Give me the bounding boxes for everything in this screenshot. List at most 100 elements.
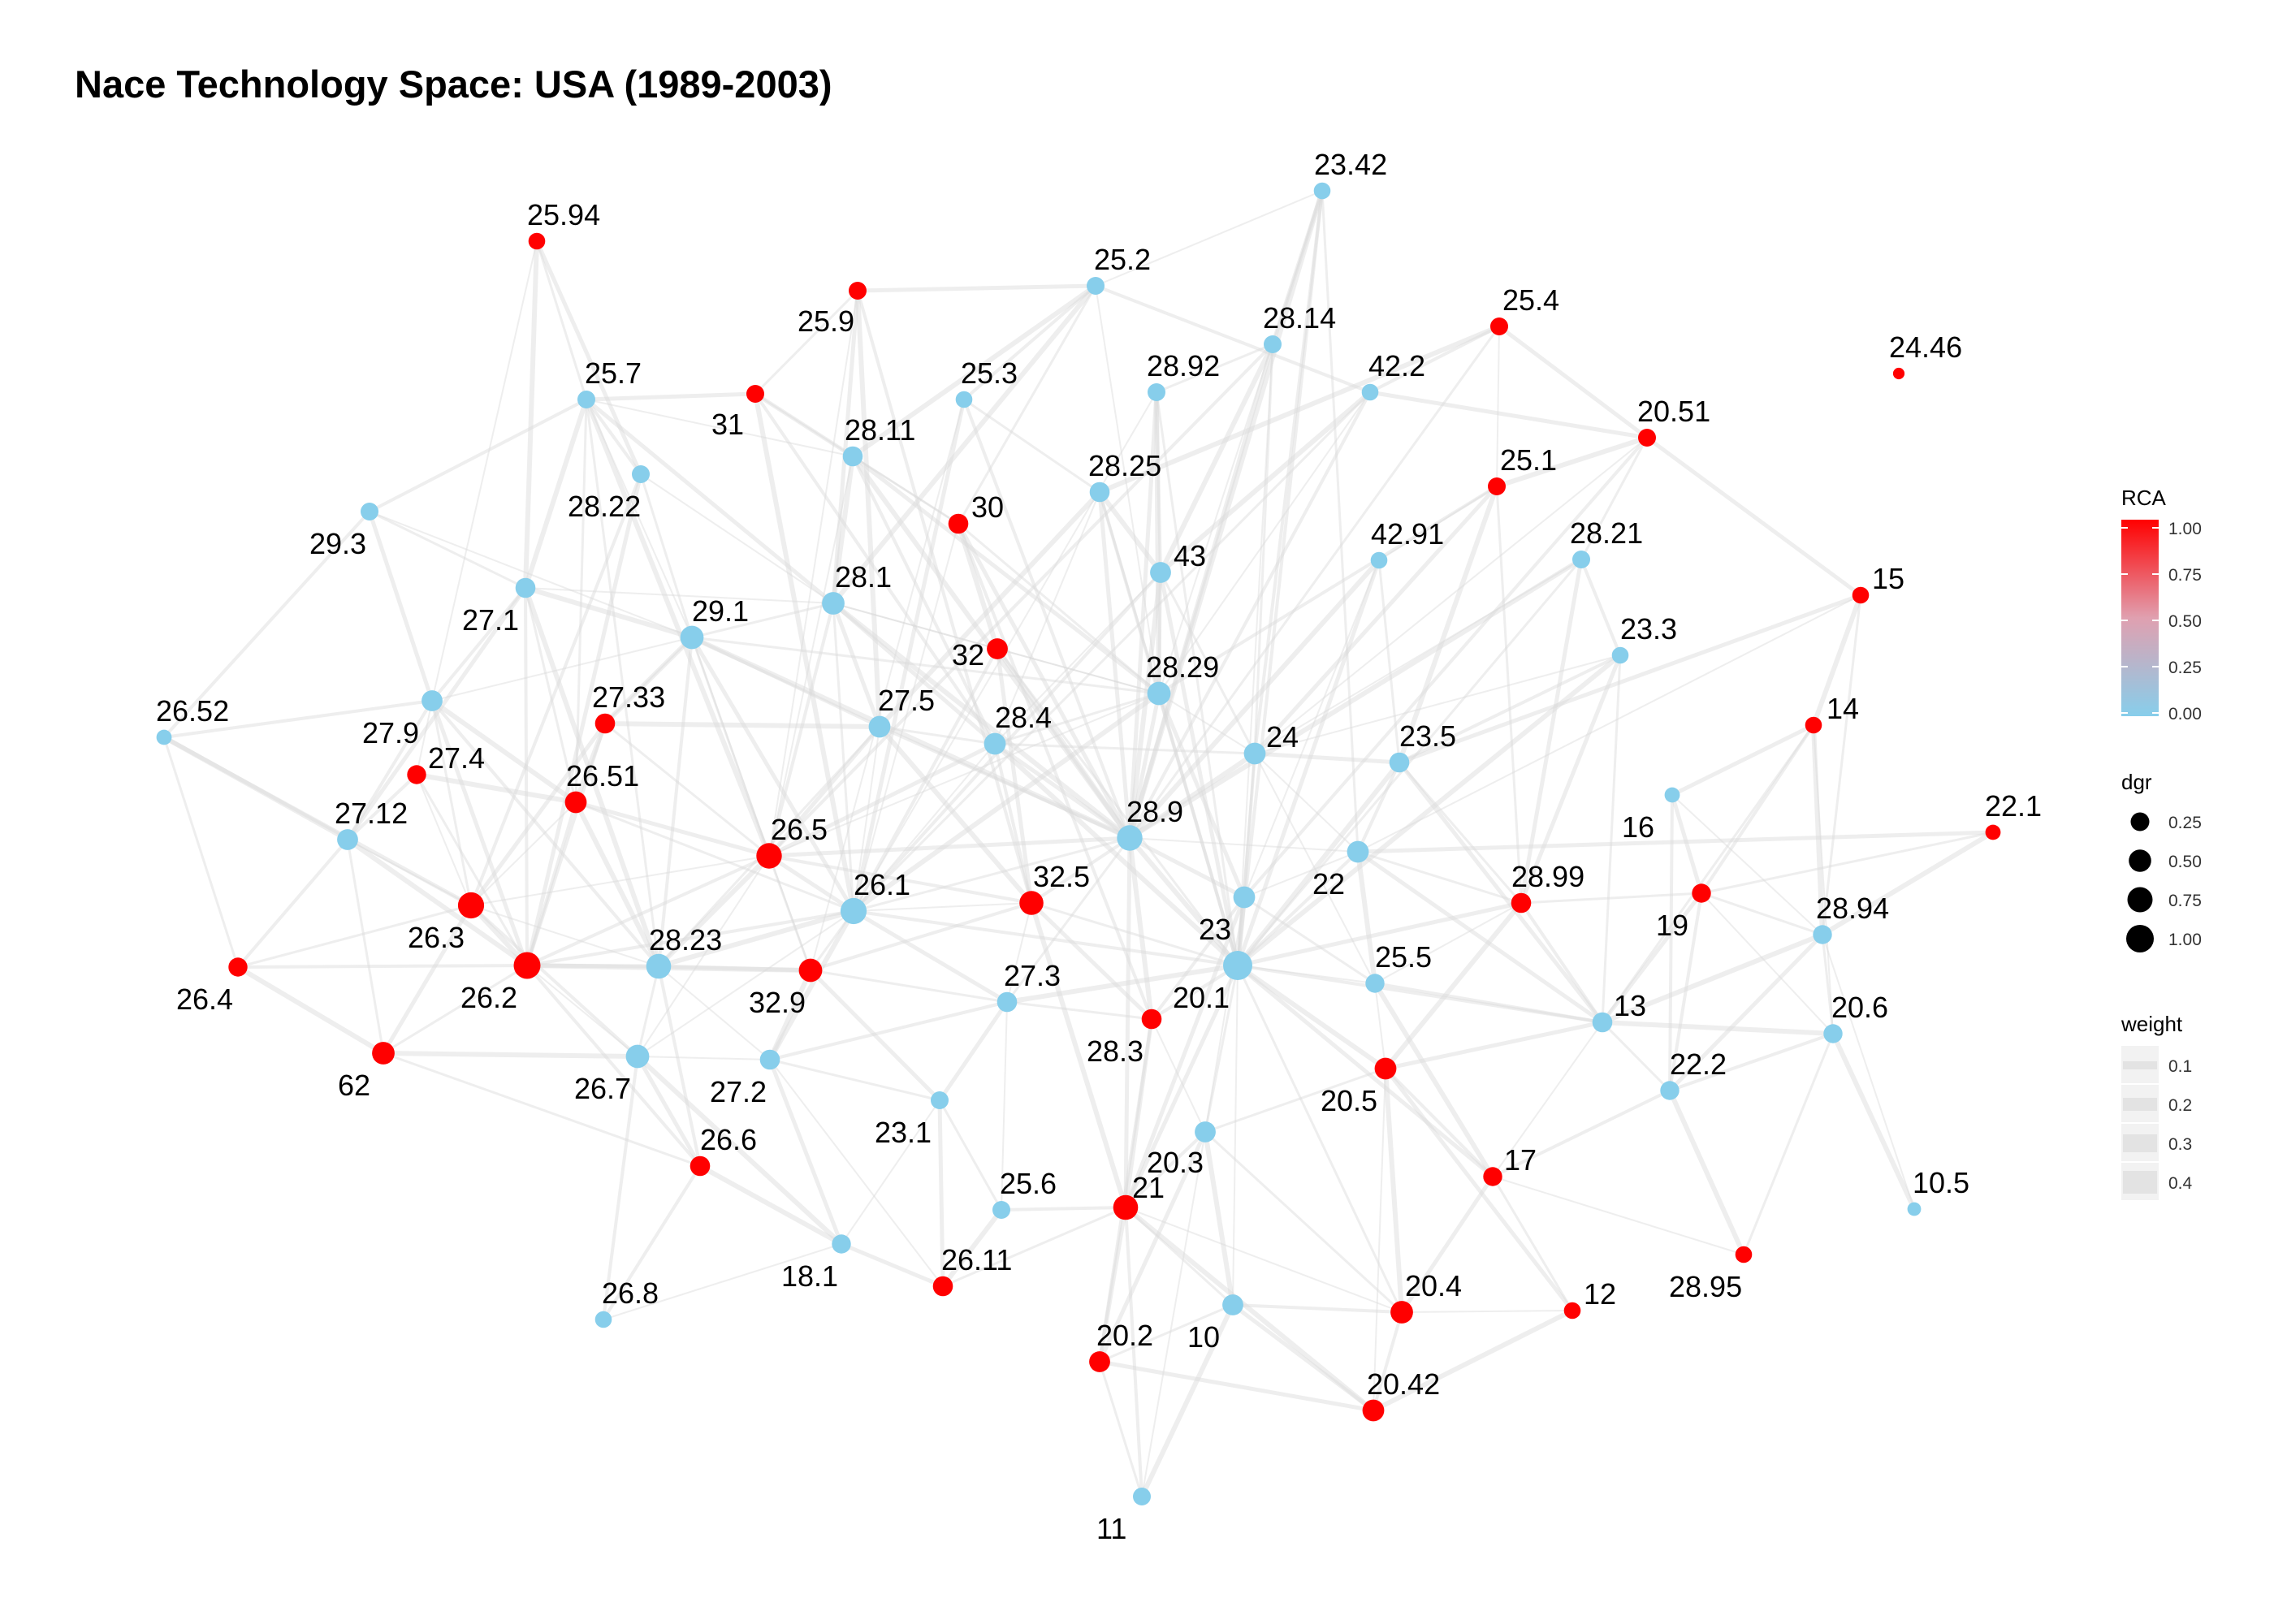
edge-29-1-28-9	[690, 635, 1132, 840]
node-25-94	[528, 232, 546, 250]
edge-24-23-5	[1252, 751, 1402, 765]
edge-22-13	[1355, 849, 1605, 1025]
edge-29-3-27-9	[367, 509, 434, 703]
edge-21-20-42	[1123, 1205, 1376, 1413]
legend-weight: weight 0.1 0.2 0.3 0.4	[2121, 1012, 2193, 1200]
edge-20-51-28-21	[1580, 436, 1649, 561]
edge-27-33-26-2	[525, 722, 607, 967]
edge-15-22	[1357, 594, 1861, 853]
node-20-1	[1223, 951, 1252, 980]
edge-26-1-27-3	[851, 909, 1009, 1004]
edge-32-5-20-1	[1030, 901, 1239, 967]
edge-28-25-28-4	[994, 491, 1100, 745]
edge-23-1-26-11	[937, 1098, 945, 1289]
edge-19-20-6	[1701, 892, 1834, 1034]
edge-25-94-27-9	[431, 240, 538, 702]
edge-32-28-29	[996, 648, 1160, 694]
edge-23-42-22	[1321, 189, 1360, 853]
legend-dgr-label: 1.00	[2168, 931, 2202, 949]
edge-20-3-20-2	[1097, 1129, 1208, 1364]
edge-20-1-17	[1235, 963, 1495, 1179]
legend-dgr-key	[2127, 887, 2153, 913]
node-label-10: 10	[1187, 1320, 1220, 1354]
node-label-62: 62	[338, 1069, 370, 1102]
edge-10-20-4	[1231, 1303, 1403, 1314]
node-label-13: 13	[1614, 989, 1646, 1022]
edge-26-4-62	[236, 965, 386, 1056]
node-label-28-94: 28.94	[1816, 892, 1889, 925]
node-20-51	[1638, 429, 1656, 447]
node-20-4	[1390, 1301, 1413, 1324]
legend-dgr-key	[2130, 812, 2150, 831]
edge-20-4-12	[1401, 1310, 1573, 1313]
edge-23-3-20-1	[1235, 653, 1623, 968]
edge-25-94-27-1	[523, 239, 539, 590]
node-25-2	[1087, 277, 1105, 295]
edge-24-23	[1243, 752, 1256, 899]
edge-29-1-28-29	[690, 636, 1161, 695]
edge-27-12-26-2	[345, 837, 530, 968]
edge-28-3-21	[1123, 1017, 1154, 1210]
edge-26-4-26-2	[236, 964, 529, 969]
edge-20-2-11	[1098, 1360, 1143, 1498]
edge-25-7-28-1	[584, 397, 836, 606]
edge-26-52-27-9	[162, 699, 434, 739]
node-label-26-2: 26.2	[460, 981, 517, 1014]
edge-23-42-20-1	[1236, 189, 1324, 967]
node-28-94	[1813, 925, 1832, 944]
edge-28-22-28-1	[640, 473, 834, 604]
edge-23-42-25-2	[1095, 190, 1323, 287]
edge-25-7-29-3	[368, 398, 588, 513]
edge-22-20-1	[1236, 850, 1360, 967]
edge-27-9-28-23	[430, 699, 660, 968]
edge-13-22-2	[1601, 1021, 1671, 1092]
node-26-11	[932, 1276, 953, 1297]
edge-27-2-26-11	[769, 1059, 944, 1287]
edge-30-28-3	[957, 522, 1153, 1021]
node-22	[1347, 840, 1369, 863]
edge-28-9-27-3	[1005, 836, 1131, 1004]
node-25-9	[849, 282, 867, 300]
edge-26-51-28-23	[573, 800, 661, 969]
node-label-20-5: 20.5	[1321, 1084, 1377, 1117]
node-label-28-3: 28.3	[1087, 1034, 1143, 1068]
edge-28-14-20-1	[1237, 343, 1273, 966]
node-label-19: 19	[1656, 909, 1688, 942]
node-label-27-2: 27.2	[710, 1075, 767, 1108]
edge-25-7-28-11	[586, 399, 854, 457]
edge-17-20-4	[1399, 1174, 1495, 1315]
edge-23-1-18-1	[841, 1099, 940, 1245]
edge-28-22-26-3	[469, 473, 642, 907]
edge-28-29-28-9	[1127, 691, 1161, 840]
edge-20-51-25-1	[1494, 435, 1649, 489]
edge-14-16	[1670, 723, 1816, 797]
edge-30-26-1	[853, 523, 959, 912]
edge-26-7-26-6	[635, 1054, 703, 1168]
edge-25-4-28-9	[1128, 325, 1501, 840]
edge-28-14-26-5	[767, 343, 1274, 857]
edge-26-52-26-4	[162, 736, 240, 969]
edge-23-3-23-5	[1398, 654, 1622, 764]
edge-28-25-28-29	[1098, 490, 1161, 695]
edge-17-28-95	[1492, 1176, 1744, 1255]
edge-25-7-29-1	[586, 399, 693, 638]
edge-13-20-5	[1383, 1020, 1605, 1071]
edge-20-1-20-3	[1204, 964, 1239, 1134]
legend: RCA 1.00 0.75 0.50 0.25 0.00 dgr 0.25 0.50 0.7…	[2121, 486, 2202, 1200]
edge-24-25-5	[1254, 753, 1376, 984]
edge-32-5-27-3	[1006, 902, 1032, 1003]
legend-dgr-title: dgr	[2121, 770, 2152, 794]
node-26-2	[513, 952, 541, 979]
edge-29-1-26-5	[690, 636, 771, 857]
edge-28-3-20-2	[1098, 1017, 1153, 1363]
chart-title: Nace Technology Space: USA (1989-2003)	[75, 63, 832, 106]
edge-27-33-26-5	[603, 722, 771, 857]
edge-22-28-99	[1356, 850, 1523, 905]
edge-28-4-24	[993, 742, 1256, 755]
edge-28-1-26-1	[832, 602, 855, 913]
node-label-31: 31	[711, 408, 744, 441]
node-label-25-5: 25.5	[1375, 940, 1432, 974]
legend-rca-tick-label: 0.25	[2168, 659, 2202, 677]
edge-25-7-28-22	[585, 398, 642, 476]
